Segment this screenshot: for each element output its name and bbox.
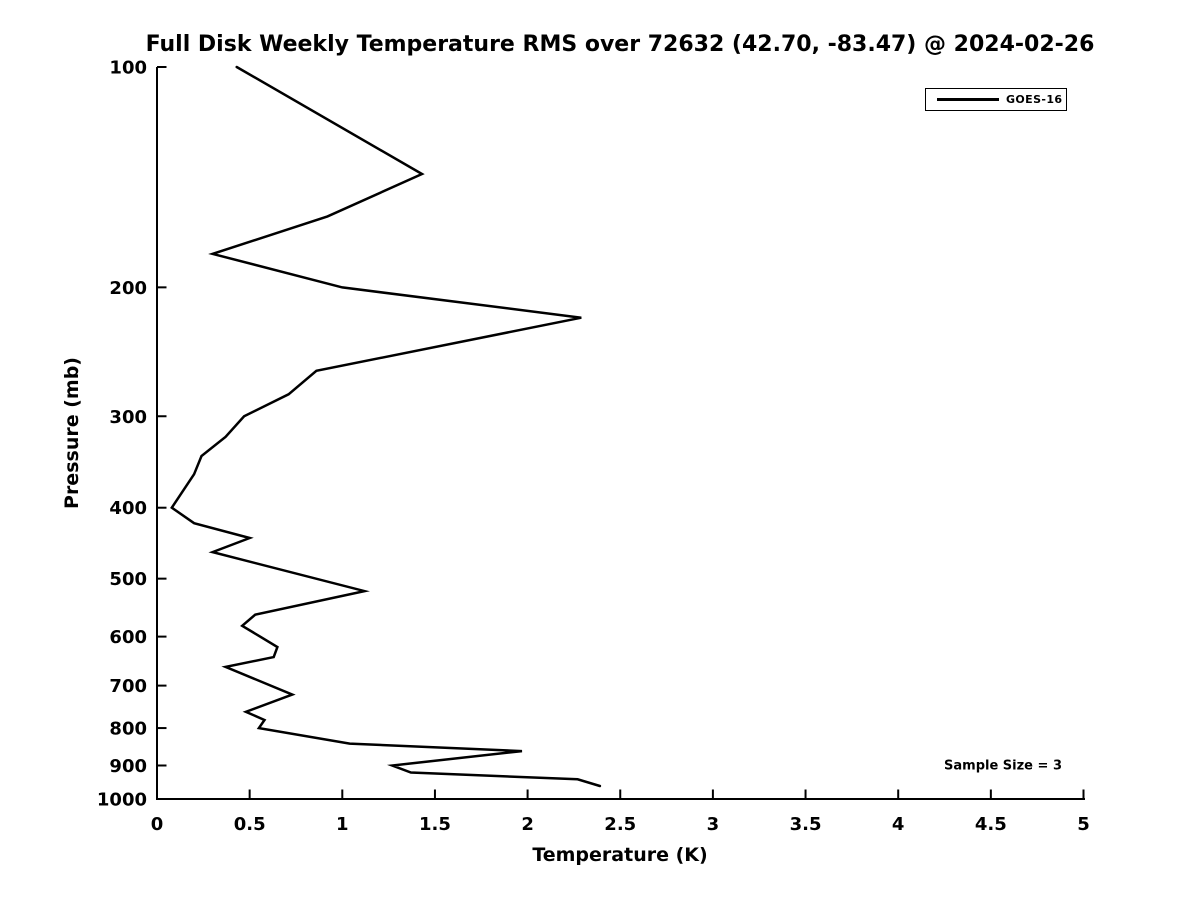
- legend: GOES-16: [925, 88, 1067, 111]
- y-tick-label: 700: [109, 676, 147, 697]
- y-tick-label: 800: [109, 719, 147, 740]
- chart-title: Full Disk Weekly Temperature RMS over 72…: [145, 32, 1095, 57]
- x-tick-label: 4.5: [975, 814, 1007, 835]
- x-tick-label: 0: [151, 814, 164, 835]
- goes-16-line: [170, 65, 602, 788]
- y-tick-label: 200: [109, 278, 147, 299]
- y-tick-label: 1000: [97, 790, 147, 811]
- x-axis-label: Temperature (K): [532, 844, 708, 866]
- axes: [156, 67, 1085, 800]
- y-axis-label: Pressure (mb): [61, 357, 83, 509]
- x-tick-label: 5: [1077, 814, 1090, 835]
- y-tick-label: 500: [109, 569, 147, 590]
- x-tick-label: 4: [892, 814, 905, 835]
- y-tick-label: 600: [109, 627, 147, 648]
- legend-label: GOES-16: [1006, 93, 1063, 106]
- y-tick-label: 300: [109, 407, 147, 428]
- y-tick-label: 400: [109, 498, 147, 519]
- legend-line-sample: [937, 98, 999, 101]
- sample-size-annotation: Sample Size = 3: [944, 758, 1062, 774]
- x-tick-label: 2.5: [604, 814, 636, 835]
- y-tick-label: 100: [109, 58, 147, 79]
- x-tick-label: 1.5: [419, 814, 451, 835]
- x-tick-label: 3.5: [790, 814, 822, 835]
- x-tick-label: 2: [521, 814, 534, 835]
- x-tick-label: 3: [707, 814, 720, 835]
- x-tick-label: 0.5: [234, 814, 266, 835]
- x-tick-label: 1: [336, 814, 349, 835]
- y-tick-label: 900: [109, 756, 147, 777]
